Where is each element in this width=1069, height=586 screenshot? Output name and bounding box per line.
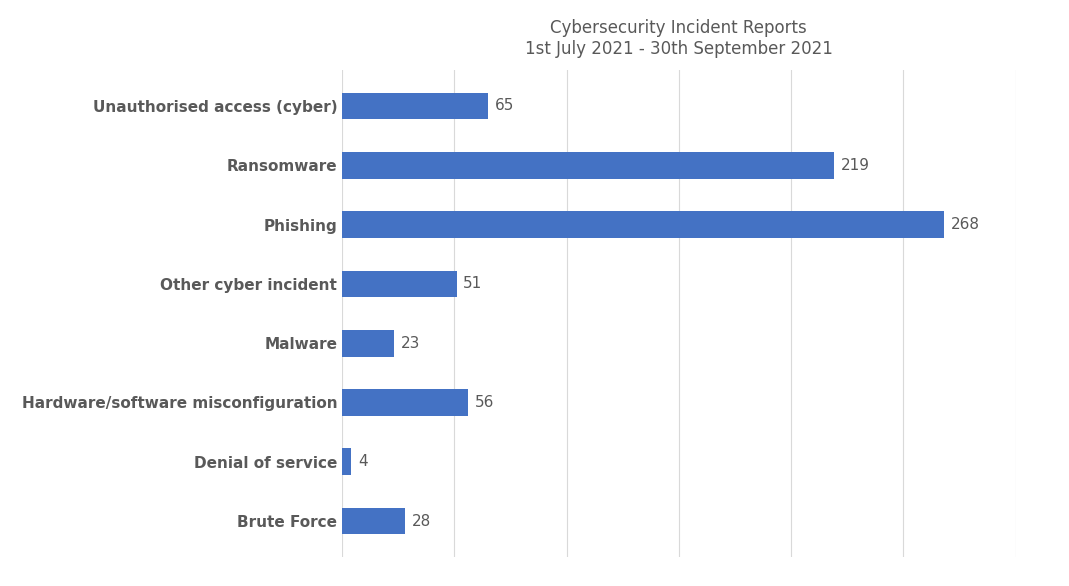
Text: 219: 219 — [840, 158, 869, 173]
Bar — [342, 152, 834, 179]
Bar — [342, 93, 487, 120]
Title: Cybersecurity Incident Reports
1st July 2021 - 30th September 2021: Cybersecurity Incident Reports 1st July … — [525, 19, 833, 57]
Text: 51: 51 — [463, 277, 482, 291]
Bar — [342, 389, 468, 416]
Text: 4: 4 — [358, 454, 368, 469]
Bar — [342, 507, 405, 534]
Text: 56: 56 — [475, 395, 494, 410]
Bar — [342, 211, 944, 238]
Bar — [342, 330, 393, 356]
Text: 65: 65 — [495, 98, 514, 114]
Text: 268: 268 — [950, 217, 979, 232]
Text: 28: 28 — [412, 513, 431, 529]
Bar — [342, 448, 351, 475]
Text: 23: 23 — [401, 336, 420, 350]
Bar — [342, 271, 456, 297]
